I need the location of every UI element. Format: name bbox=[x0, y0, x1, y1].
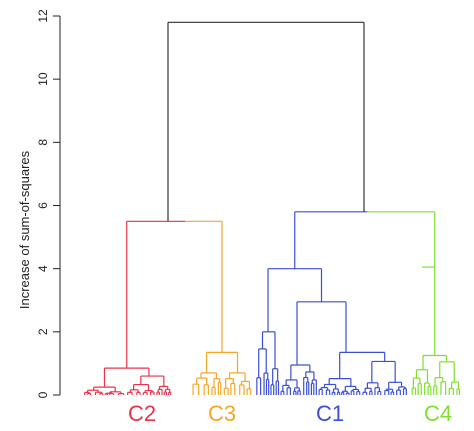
y-tick-label: 2 bbox=[36, 328, 50, 335]
y-tick-label: 8 bbox=[36, 139, 50, 146]
y-tick-label: 0 bbox=[36, 391, 50, 398]
y-ticks: 0 2 4 6 8 10 12 bbox=[36, 9, 60, 398]
y-tick-label: 10 bbox=[36, 72, 50, 86]
y-tick-label: 6 bbox=[36, 202, 50, 209]
cluster-label-c3: C3 bbox=[208, 401, 236, 426]
cluster-label-c4: C4 bbox=[424, 401, 452, 426]
cluster-label-c2: C2 bbox=[128, 401, 156, 426]
y-tick-label: 4 bbox=[36, 265, 50, 272]
y-axis: 0 2 4 6 8 10 12 Increase of sum-of-squares bbox=[17, 9, 61, 398]
cluster-labels: C2 C3 C1 C4 bbox=[128, 401, 452, 426]
dendrogram-tree bbox=[84, 21, 461, 395]
y-tick-label: 12 bbox=[36, 9, 50, 23]
y-axis-title: Increase of sum-of-squares bbox=[17, 150, 32, 309]
cluster-label-c1: C1 bbox=[316, 401, 344, 426]
